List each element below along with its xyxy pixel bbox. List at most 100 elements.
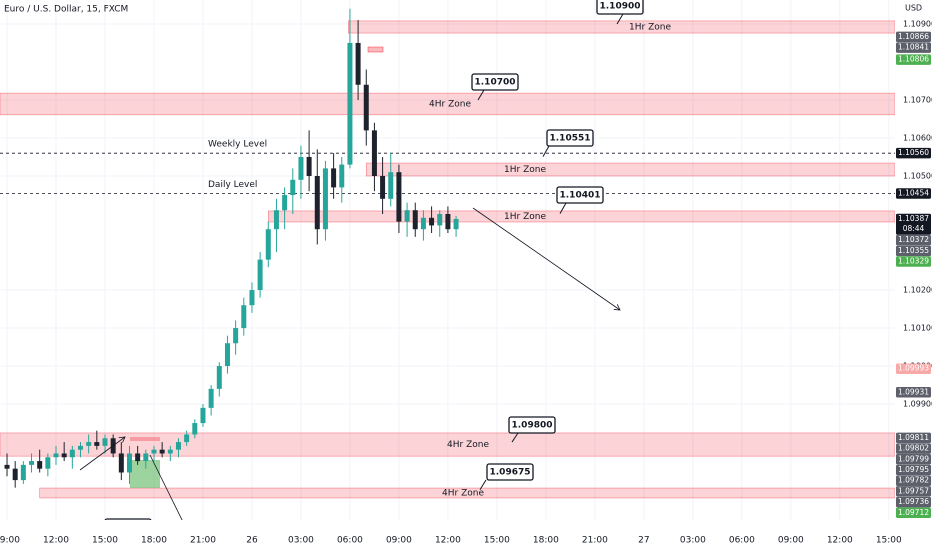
candle-body — [273, 210, 279, 230]
currency-label: USD — [905, 4, 922, 13]
zone-label: 1Hr Zone — [504, 212, 546, 222]
y-tick-label: 1.10100 — [903, 324, 932, 333]
price-tag-label: 1.10560 — [898, 148, 929, 157]
candle-body — [53, 453, 59, 458]
zone — [365, 162, 895, 177]
price-tag-label: 1.09811 — [898, 433, 929, 442]
price-tag — [896, 54, 931, 65]
drop-line — [149, 454, 183, 520]
y-tick-label: 1.10900 — [903, 19, 932, 28]
candle-body — [94, 442, 100, 446]
x-tick-label: 21:00 — [190, 536, 216, 546]
candle-body — [216, 366, 222, 389]
x-tick-label: 15:00 — [92, 536, 118, 546]
price-tag-label: 1.09931 — [898, 387, 929, 396]
candle-body — [298, 156, 304, 180]
price-tag — [896, 256, 931, 267]
candle-body — [143, 453, 149, 462]
candle-body — [224, 343, 230, 367]
price-tag-label: 1.10866 — [898, 32, 929, 41]
x-tick-label: 06:00 — [729, 536, 755, 546]
candle-body — [61, 453, 67, 458]
candle-body — [355, 42, 361, 85]
callout-box — [596, 0, 644, 15]
callout-label: 1.09800 — [512, 421, 553, 431]
candle-body — [37, 461, 43, 469]
price-tag — [896, 387, 931, 398]
callout-pointer — [511, 432, 519, 443]
callout-box — [546, 129, 594, 147]
candle-body — [20, 464, 26, 481]
callout-label: 1.09675 — [490, 468, 531, 478]
candle-body — [12, 468, 18, 481]
zone-label: 4Hr Zone — [429, 99, 471, 109]
mini-zone — [367, 46, 384, 53]
candle-body — [396, 172, 402, 222]
x-tick-label: 21:00 — [582, 536, 608, 546]
candle-body — [322, 168, 328, 230]
levels: Weekly Level Daily Level — [0, 140, 895, 194]
candle-body — [388, 172, 394, 199]
zone-label: 4Hr Zone — [442, 489, 484, 499]
candle-body — [437, 214, 443, 226]
price-tag — [896, 234, 931, 246]
candle-body — [347, 42, 353, 165]
callout-pointer — [559, 202, 567, 214]
level-label: Daily Level — [208, 180, 257, 190]
candle-body — [126, 453, 132, 473]
x-tick-label: 12:00 — [827, 536, 853, 546]
zone — [0, 92, 895, 116]
y-tick-label: 1.10600 — [903, 133, 932, 142]
projection-arrow — [472, 207, 620, 310]
price-tag — [896, 213, 931, 235]
x-tick-label: 09:00 — [778, 536, 804, 546]
price-tag-label: 1.09799 — [898, 454, 929, 463]
candle-body — [429, 217, 435, 226]
price-tag-label: 1.10841 — [898, 43, 929, 52]
candle-body — [78, 445, 84, 450]
candle-body — [404, 210, 410, 222]
candle-body — [265, 229, 271, 260]
price-tag — [896, 496, 931, 508]
price-tag — [896, 42, 931, 53]
price-tag — [896, 486, 931, 497]
zone-label: 1Hr Zone — [504, 165, 546, 175]
time-axis — [0, 520, 932, 550]
candle-body — [200, 407, 206, 424]
callout-label: 1.10900 — [600, 2, 641, 12]
x-tick-label: 15:00 — [484, 536, 510, 546]
candle-body — [445, 214, 451, 230]
candle-body — [102, 438, 108, 446]
price-tag — [896, 147, 931, 159]
candle-body — [249, 290, 255, 306]
candle-body — [306, 156, 312, 176]
candle-body — [241, 305, 247, 329]
price-tag-label: 1.09993 — [898, 364, 929, 373]
price-tag — [896, 363, 931, 374]
candle-body — [453, 218, 459, 230]
callout-pointer — [479, 479, 487, 490]
zone-label: 4Hr Zone — [447, 440, 489, 450]
price-tag-label: 1.09736 — [898, 497, 929, 506]
x-tick-label: 18:00 — [533, 536, 559, 546]
candle-body — [135, 453, 141, 462]
candle-body — [412, 210, 418, 230]
x-tick-label: 15:00 — [876, 536, 902, 546]
price-tag — [896, 432, 931, 444]
x-tick-label: 27 — [638, 536, 649, 546]
price-tag-label: 1.09782 — [898, 476, 929, 485]
candle-body — [257, 259, 263, 291]
callout-box — [508, 416, 556, 434]
y-tick-label: 1.09900 — [903, 400, 932, 409]
candle-body — [339, 164, 345, 188]
callout-label: 1.10551 — [550, 134, 591, 144]
callout-label: 1.10700 — [475, 78, 516, 88]
price-tag — [896, 443, 931, 454]
callout-pointer — [477, 89, 485, 101]
candle-body — [331, 168, 337, 188]
price-tag-label: 1.09802 — [898, 444, 929, 453]
price-tag — [896, 464, 931, 476]
zone — [348, 20, 895, 34]
x-tick-label: 09:00 — [0, 536, 20, 546]
